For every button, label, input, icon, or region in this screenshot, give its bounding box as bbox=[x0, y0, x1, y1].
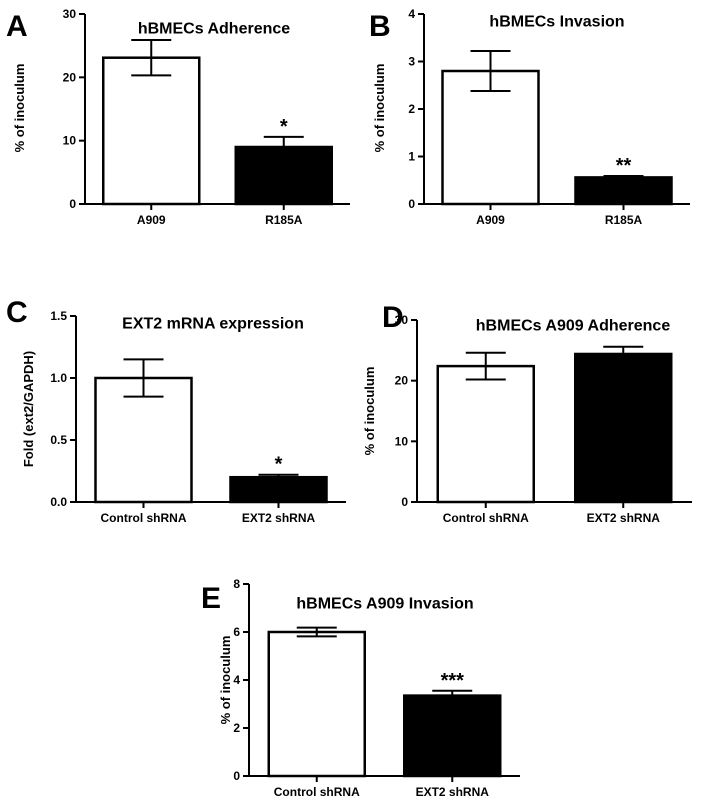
y-tick-label-c-1: 0.5 bbox=[50, 433, 67, 447]
panel-letter-d: D bbox=[382, 301, 404, 334]
bar-e-ext2-shrna bbox=[403, 694, 502, 778]
category-label-e-ext2-shrna: EXT2 shRNA bbox=[416, 785, 490, 799]
panel-c: C EXT2 mRNA expression Fold (ext2/GAPDH) 0.… bbox=[6, 296, 346, 525]
chart-title-d: hBMECs A909 Adherence bbox=[476, 317, 671, 334]
category-label-c-ext2-shrna: EXT2 shRNA bbox=[242, 511, 316, 525]
y-tick-label-b-3: 3 bbox=[408, 55, 415, 69]
y-tick-label-a-1: 10 bbox=[63, 134, 77, 148]
y-tick-label-d-2: 20 bbox=[395, 374, 409, 388]
bar-b-r185a bbox=[574, 176, 673, 206]
significance-label-c-ext2-shrna: * bbox=[275, 454, 283, 476]
bar-d-ext2-shrna bbox=[574, 352, 673, 504]
category-label-b-r185a: R185A bbox=[605, 213, 643, 227]
y-axis-label-d: % of inoculum bbox=[362, 367, 377, 456]
y-tick-label-e-0: 0 bbox=[233, 769, 240, 783]
y-tick-label-b-1: 1 bbox=[408, 150, 415, 164]
chart-title-b: hBMECs Invasion bbox=[489, 13, 624, 30]
category-label-d-control-shrna: Control shRNA bbox=[443, 511, 529, 525]
panel-letter-c: C bbox=[6, 296, 28, 329]
category-label-a-a909: A909 bbox=[137, 213, 166, 227]
chart-title-e: hBMECs A909 Invasion bbox=[296, 595, 473, 612]
bar-c-control-shrna bbox=[94, 376, 193, 504]
category-label-a-r185a: R185A bbox=[265, 213, 303, 227]
y-axis-label-c: Fold (ext2/GAPDH) bbox=[21, 351, 36, 467]
panel-letter-a: A bbox=[6, 10, 28, 43]
category-label-b-a909: A909 bbox=[476, 213, 505, 227]
y-tick-label-c-0: 0.0 bbox=[50, 495, 67, 509]
y-tick-label-b-2: 2 bbox=[408, 102, 415, 116]
y-tick-label-e-4: 8 bbox=[233, 577, 240, 591]
y-tick-label-a-2: 20 bbox=[63, 70, 77, 84]
y-tick-label-b-4: 4 bbox=[408, 7, 415, 21]
chart-title-a: hBMECs Adherence bbox=[138, 20, 290, 37]
y-tick-label-d-3: 30 bbox=[395, 313, 409, 327]
panel-letter-e: E bbox=[201, 582, 221, 615]
y-tick-label-c-3: 1.5 bbox=[50, 309, 67, 323]
y-axis-label-b: % of inoculum bbox=[372, 64, 387, 153]
significance-label-e-ext2-shrna: *** bbox=[441, 670, 465, 692]
bar-a-a909 bbox=[102, 56, 201, 206]
y-tick-label-d-0: 0 bbox=[401, 495, 408, 509]
bar-a-r185a bbox=[234, 145, 333, 206]
y-tick-label-a-0: 0 bbox=[69, 197, 76, 211]
y-tick-label-a-3: 30 bbox=[63, 7, 77, 21]
category-label-e-control-shrna: Control shRNA bbox=[274, 785, 360, 799]
y-tick-label-e-3: 6 bbox=[233, 625, 240, 639]
y-tick-label-e-2: 4 bbox=[233, 673, 240, 687]
y-axis-label-a: % of inoculum bbox=[12, 64, 27, 153]
y-tick-label-d-1: 10 bbox=[395, 434, 409, 448]
category-label-c-control-shrna: Control shRNA bbox=[101, 511, 187, 525]
bar-c-ext2-shrna bbox=[229, 475, 328, 504]
significance-label-b-r185a: ** bbox=[616, 155, 632, 177]
y-tick-label-b-0: 0 bbox=[408, 197, 415, 211]
y-tick-label-e-1: 2 bbox=[233, 721, 240, 735]
panel-letter-b: B bbox=[369, 10, 391, 43]
bar-e-control-shrna bbox=[267, 630, 366, 778]
significance-label-a-r185a: * bbox=[280, 116, 288, 138]
bar-b-a909 bbox=[441, 69, 540, 206]
y-axis-label-e: % of inoculum bbox=[218, 636, 233, 725]
chart-title-c: EXT2 mRNA expression bbox=[122, 315, 304, 332]
category-label-d-ext2-shrna: EXT2 shRNA bbox=[587, 511, 661, 525]
bar-d-control-shrna bbox=[436, 364, 535, 504]
y-tick-label-c-2: 1.0 bbox=[50, 371, 67, 385]
